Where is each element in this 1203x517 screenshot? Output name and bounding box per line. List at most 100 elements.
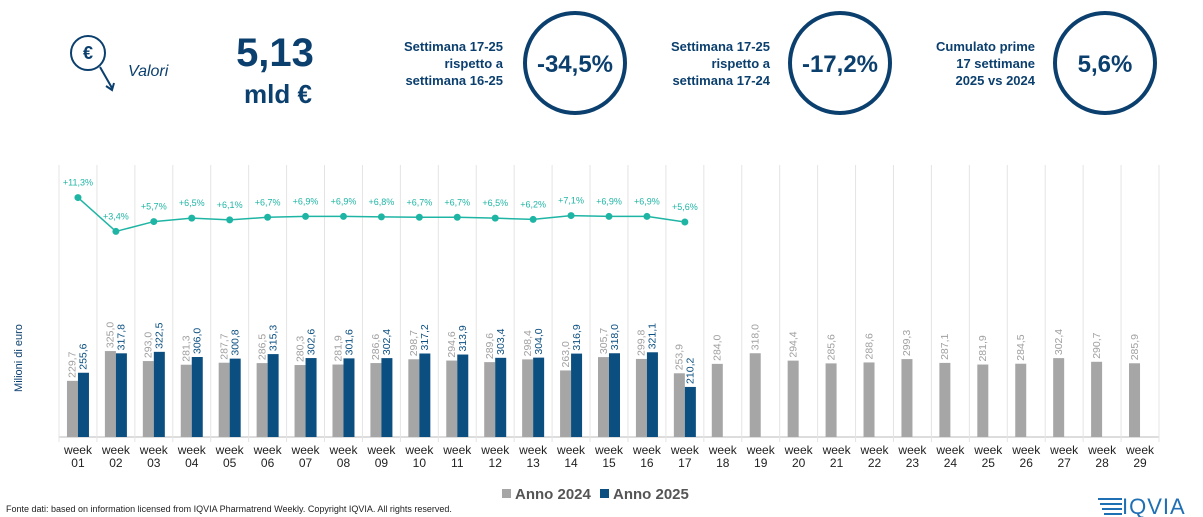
bar-value-label: 305,7 [598,328,610,354]
bar-value-label: 302,6 [305,329,317,355]
bar [381,358,393,437]
kpi-label: Settimana 17-25 [671,39,770,54]
x-tick-label: week 04 [177,443,206,470]
growth-label: +6,9% [634,196,660,206]
growth-label: +6,1% [217,200,243,210]
bar [711,363,723,437]
bar-value-label: 318,0 [750,324,762,350]
x-tick-label: week 21 [822,443,851,470]
bar [484,362,496,437]
total-unit: mld € [244,79,312,109]
growth-point [681,218,689,226]
kpi-label: settimana 17-24 [672,73,770,88]
x-tick-label: week 19 [746,443,775,470]
bar [153,351,165,437]
x-tick-label: week 24 [936,443,965,470]
bar [218,362,230,437]
bar-value-label: 288,6 [863,333,875,359]
growth-point [150,218,158,226]
bar-value-label: 284,0 [712,334,724,360]
bar [419,353,431,437]
bar [533,357,545,437]
bar-value-label: 325,0 [105,322,117,348]
growth-point [529,215,537,223]
bar [684,386,696,437]
bar [343,358,355,437]
bar-value-label: 294,6 [446,331,458,357]
logo-stripes [1098,498,1122,515]
bar [180,364,192,437]
kpi-value: 5,6% [1078,51,1133,78]
bar [1091,361,1103,437]
y-axis-label: Milioni di euro [13,324,25,392]
bar-value-label: 294,4 [787,331,799,357]
legend-label: Anno 2025 [613,486,689,503]
down-arrow [99,66,115,92]
growth-point [302,212,310,220]
growth-point [188,214,196,222]
x-tick-label: week 11 [443,443,472,470]
bar-value-label: 281,9 [332,335,344,361]
growth-point [264,213,272,221]
kpi-circle [523,11,627,115]
growth-label: +6,5% [179,198,205,208]
x-tick-label: week 13 [519,443,548,470]
source: Fonte dati: based on information license… [6,504,452,514]
bar [305,358,317,437]
bar-value-label: 298,4 [522,330,534,356]
x-tick-label: week 29 [1126,443,1155,470]
bar-value-label: 286,6 [370,334,382,360]
x-tick-label: week 20 [784,443,813,470]
bar-value-label: 303,4 [495,328,507,354]
kpi-label: Settimana 17-25 [404,39,503,54]
bar-value-label: 287,1 [939,333,951,359]
kpi-label: rispetto a [711,56,770,71]
bar-value-label: 300,8 [229,329,241,355]
x-tick-label: week 27 [1050,443,1079,470]
growth-point [339,212,347,220]
bar [609,353,620,437]
bar-value-label: 316,9 [571,324,583,350]
growth-point [491,214,499,222]
kpi-label: Cumulato prime [936,39,1035,54]
bar [495,357,507,437]
bar-value-label: 302,4 [381,329,393,355]
bar-value-label: 229,7 [67,351,79,377]
x-tick-label: week 26 [1012,443,1041,470]
bar [901,359,913,437]
kpi-label: 2025 vs 2024 [955,73,1035,88]
bar [457,354,469,437]
bar-value-label: 255,6 [78,343,90,369]
growth-label: +6,7% [406,197,432,207]
bar [522,359,534,437]
bar-value-label: 306,0 [192,328,204,354]
x-tick-label: week 12 [481,443,510,470]
bar-value-label: 284,5 [1015,334,1027,360]
growth-label: +6,9% [331,196,357,206]
bar [1053,358,1065,437]
growth-label: +6,7% [444,197,470,207]
euro-icon [70,35,106,71]
bar [787,360,799,437]
bar [1015,363,1027,437]
x-tick-label: week 08 [329,443,358,470]
bar-value-label: 286,5 [256,334,268,360]
bar-value-label: 280,3 [294,336,306,362]
growth-point [377,213,385,221]
bar [598,357,609,437]
bar-value-label: 298,7 [408,330,420,356]
growth-label: +3,4% [103,211,129,221]
bar-value-label: 281,9 [977,335,989,361]
bar [1129,363,1141,437]
bar [749,353,761,437]
bar-value-label: 321,1 [647,323,659,349]
x-tick-label: week 16 [632,443,661,470]
growth-label: +6,7% [255,197,281,207]
x-tick-label: week 23 [898,443,927,470]
growth-label: +6,9% [596,196,622,206]
growth-point [74,194,82,202]
bar [370,363,382,437]
growth-label: +5,7% [141,202,167,212]
kpi-circle [1053,11,1157,115]
